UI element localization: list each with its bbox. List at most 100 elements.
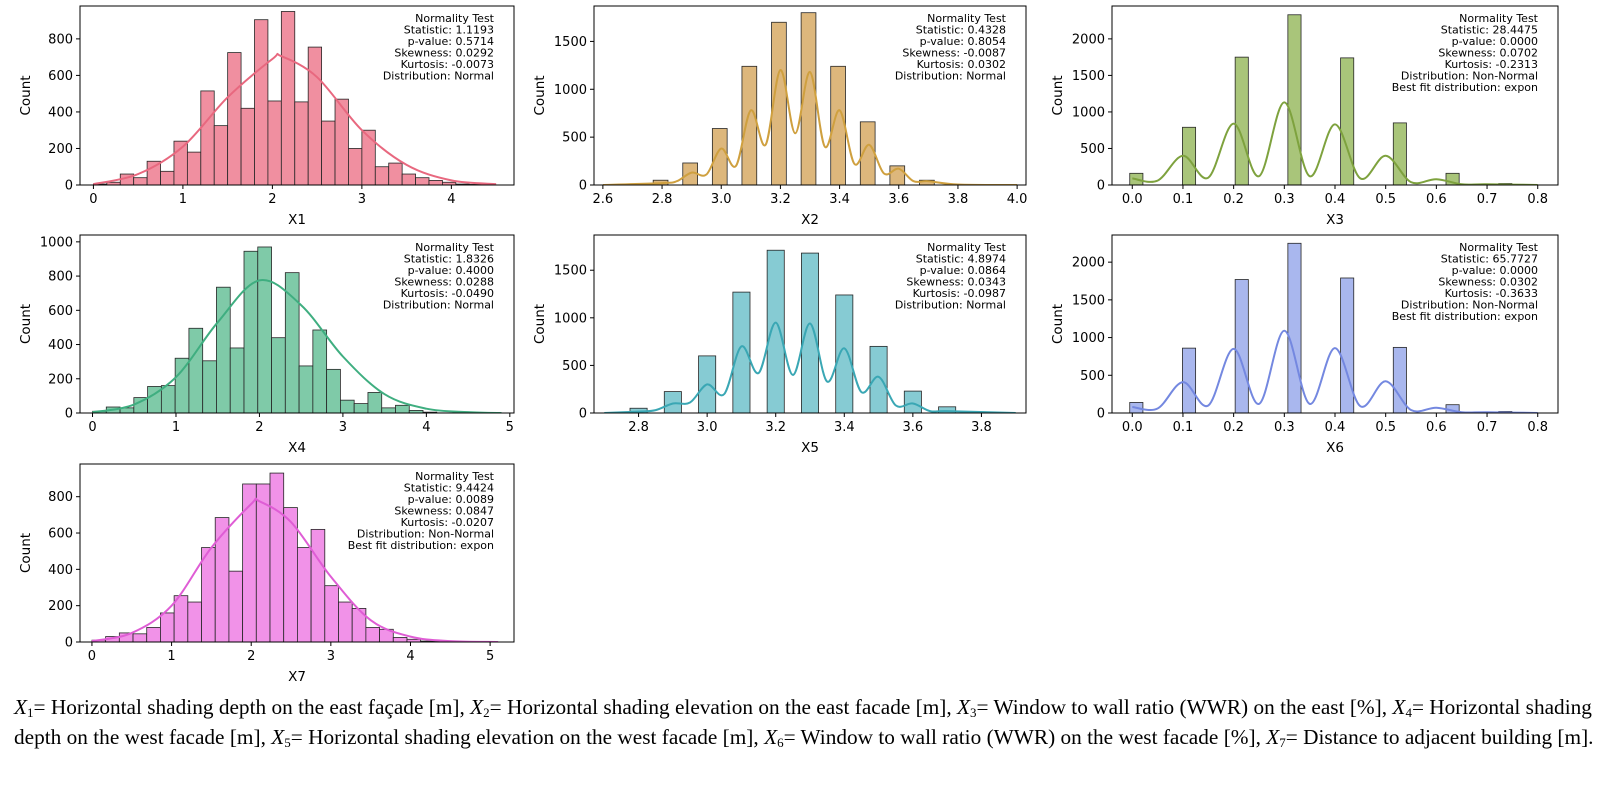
y-tick-label: 0 (579, 407, 587, 422)
histogram-bar (406, 638, 422, 642)
y-tick-label: 1000 (1072, 105, 1105, 120)
normality-stat-line: Distribution: Normal (895, 299, 1006, 312)
normality-stat-line: Statistic: 1.1193 (404, 24, 494, 37)
histogram-bar (835, 294, 854, 413)
normality-stat-line: Skewness: 0.0288 (394, 276, 494, 289)
histogram-bar (741, 65, 758, 185)
y-tick-label: 800 (48, 270, 73, 285)
y-tick-label: 500 (562, 359, 587, 374)
histogram-bar (280, 11, 296, 185)
x-tick-label: 3.2 (765, 420, 786, 435)
y-tick-label: 500 (562, 131, 587, 146)
x-tick-label: 0.3 (1274, 192, 1295, 207)
histogram-bar (174, 357, 190, 413)
histogram-bar (374, 166, 390, 185)
y-tick-label: 0 (1097, 407, 1105, 422)
x-tick-label: 0.6 (1426, 420, 1447, 435)
histogram-bar (869, 345, 888, 413)
kde-line (91, 497, 499, 642)
histogram-bar (146, 627, 161, 642)
histogram-bar (296, 547, 312, 642)
y-tick-label: 1500 (554, 35, 587, 50)
caption-segment: 6 (777, 735, 784, 750)
y-axis-label: Count (532, 75, 548, 115)
y-tick-label: 0 (579, 179, 587, 194)
normality-stat-line: Normality Test (927, 12, 1007, 25)
y-tick-label: 1000 (554, 311, 587, 326)
histogram-bar (353, 403, 369, 413)
histogram-bar (202, 360, 217, 413)
normality-stat-line: p-value: 0.0000 (1452, 264, 1538, 277)
histogram-bar (1182, 347, 1197, 413)
histogram-bar (1234, 279, 1249, 413)
histogram-bar (294, 101, 309, 185)
histogram-bar (348, 148, 363, 185)
normality-stat-line: Best fit distribution: expon (1392, 81, 1538, 94)
histogram-bar (1287, 14, 1302, 185)
histogram-bar (801, 252, 819, 413)
y-tick-label: 0 (1097, 179, 1105, 194)
x-tick-label: 2.8 (628, 420, 649, 435)
normality-stat-line: Skewness: 0.0343 (906, 276, 1006, 289)
normality-stat-line: Normality Test (415, 12, 495, 25)
histogram-bar (213, 125, 229, 185)
kde-line (602, 69, 1018, 185)
caption-segment: X (271, 725, 285, 749)
histogram-bar (339, 399, 355, 413)
histogram-bar (415, 177, 430, 185)
x-tick-label: 0.4 (1325, 420, 1346, 435)
x-axis-label: X5 (801, 440, 819, 456)
panel-x5: 2.8 3.0 3.2 3.4 3.6 3.8 0 500 1000 1500 X5 Count Nor… (532, 234, 1027, 456)
normality-stat-line: p-value: 0.5714 (408, 35, 494, 48)
histogram-bar (1287, 242, 1302, 413)
x-tick-label: 3.6 (903, 420, 924, 435)
histogram-bar (732, 291, 751, 413)
x-tick-label: 1 (172, 420, 180, 435)
histogram-bar (663, 391, 682, 413)
x-tick-label: 0.3 (1274, 420, 1295, 435)
x-axis-label: X2 (801, 212, 819, 228)
histogram-bar (428, 180, 443, 185)
normality-stat-line: Normality Test (415, 241, 495, 254)
y-tick-label: 0 (65, 636, 73, 651)
histogram-bar (240, 107, 255, 185)
caption-segment: X (764, 725, 778, 749)
y-tick-label: 0 (65, 407, 73, 422)
normality-stat-line: Skewness: 0.0847 (394, 505, 494, 518)
x-axis-label: X1 (288, 212, 306, 228)
caption-segment: X (957, 695, 971, 719)
x-tick-label: 0 (88, 649, 96, 664)
histogram-bar (771, 21, 787, 185)
normality-stat-line: Kurtosis: 0.0302 (917, 58, 1006, 71)
axes-frame (593, 234, 1027, 414)
histogram-bar (338, 601, 353, 642)
histogram-bar (938, 406, 957, 413)
x-tick-label: 3.4 (834, 420, 855, 435)
x-tick-label: 3 (327, 649, 335, 664)
histogram-bar (160, 385, 176, 413)
bars-x2 (652, 12, 935, 185)
x-tick-label: 0.5 (1375, 420, 1396, 435)
y-tick-label: 800 (48, 490, 73, 505)
y-tick-label: 1500 (1072, 293, 1105, 308)
panel-x6: 0.0 0.1 0.2 0.3 0.4 0.5 0.6 0.7 0.8 0 500 1000 1500 2… (1050, 234, 1559, 456)
x-tick-label: 0.0 (1122, 420, 1143, 435)
y-tick-label: 400 (48, 563, 73, 578)
caption-segment: = Horizontal shading depth on the east f… (33, 695, 471, 719)
normality-stat-line: Kurtosis: -0.0073 (401, 58, 494, 71)
normality-stat-line: Kurtosis: -0.0987 (913, 287, 1006, 300)
histogram-bar (243, 250, 259, 413)
x-axis-label: X3 (1326, 212, 1344, 228)
x-tick-label: 2 (268, 192, 276, 207)
x-tick-label: 1 (167, 649, 175, 664)
caption-segment: = Horizontal shading elevation on the ea… (489, 695, 958, 719)
normality-stat-line: Distribution: Normal (895, 70, 1006, 83)
normality-stat-line: Best fit distribution: expon (1392, 310, 1538, 323)
figure-caption: X1= Horizontal shading depth on the east… (14, 692, 1594, 752)
histogram-bar (334, 98, 349, 185)
histogram-bar (903, 390, 922, 413)
y-tick-label: 2000 (1072, 256, 1105, 271)
x-tick-label: 1 (179, 192, 187, 207)
caption-segment: = Window to wall ratio (WWR) on the east… (976, 695, 1393, 719)
